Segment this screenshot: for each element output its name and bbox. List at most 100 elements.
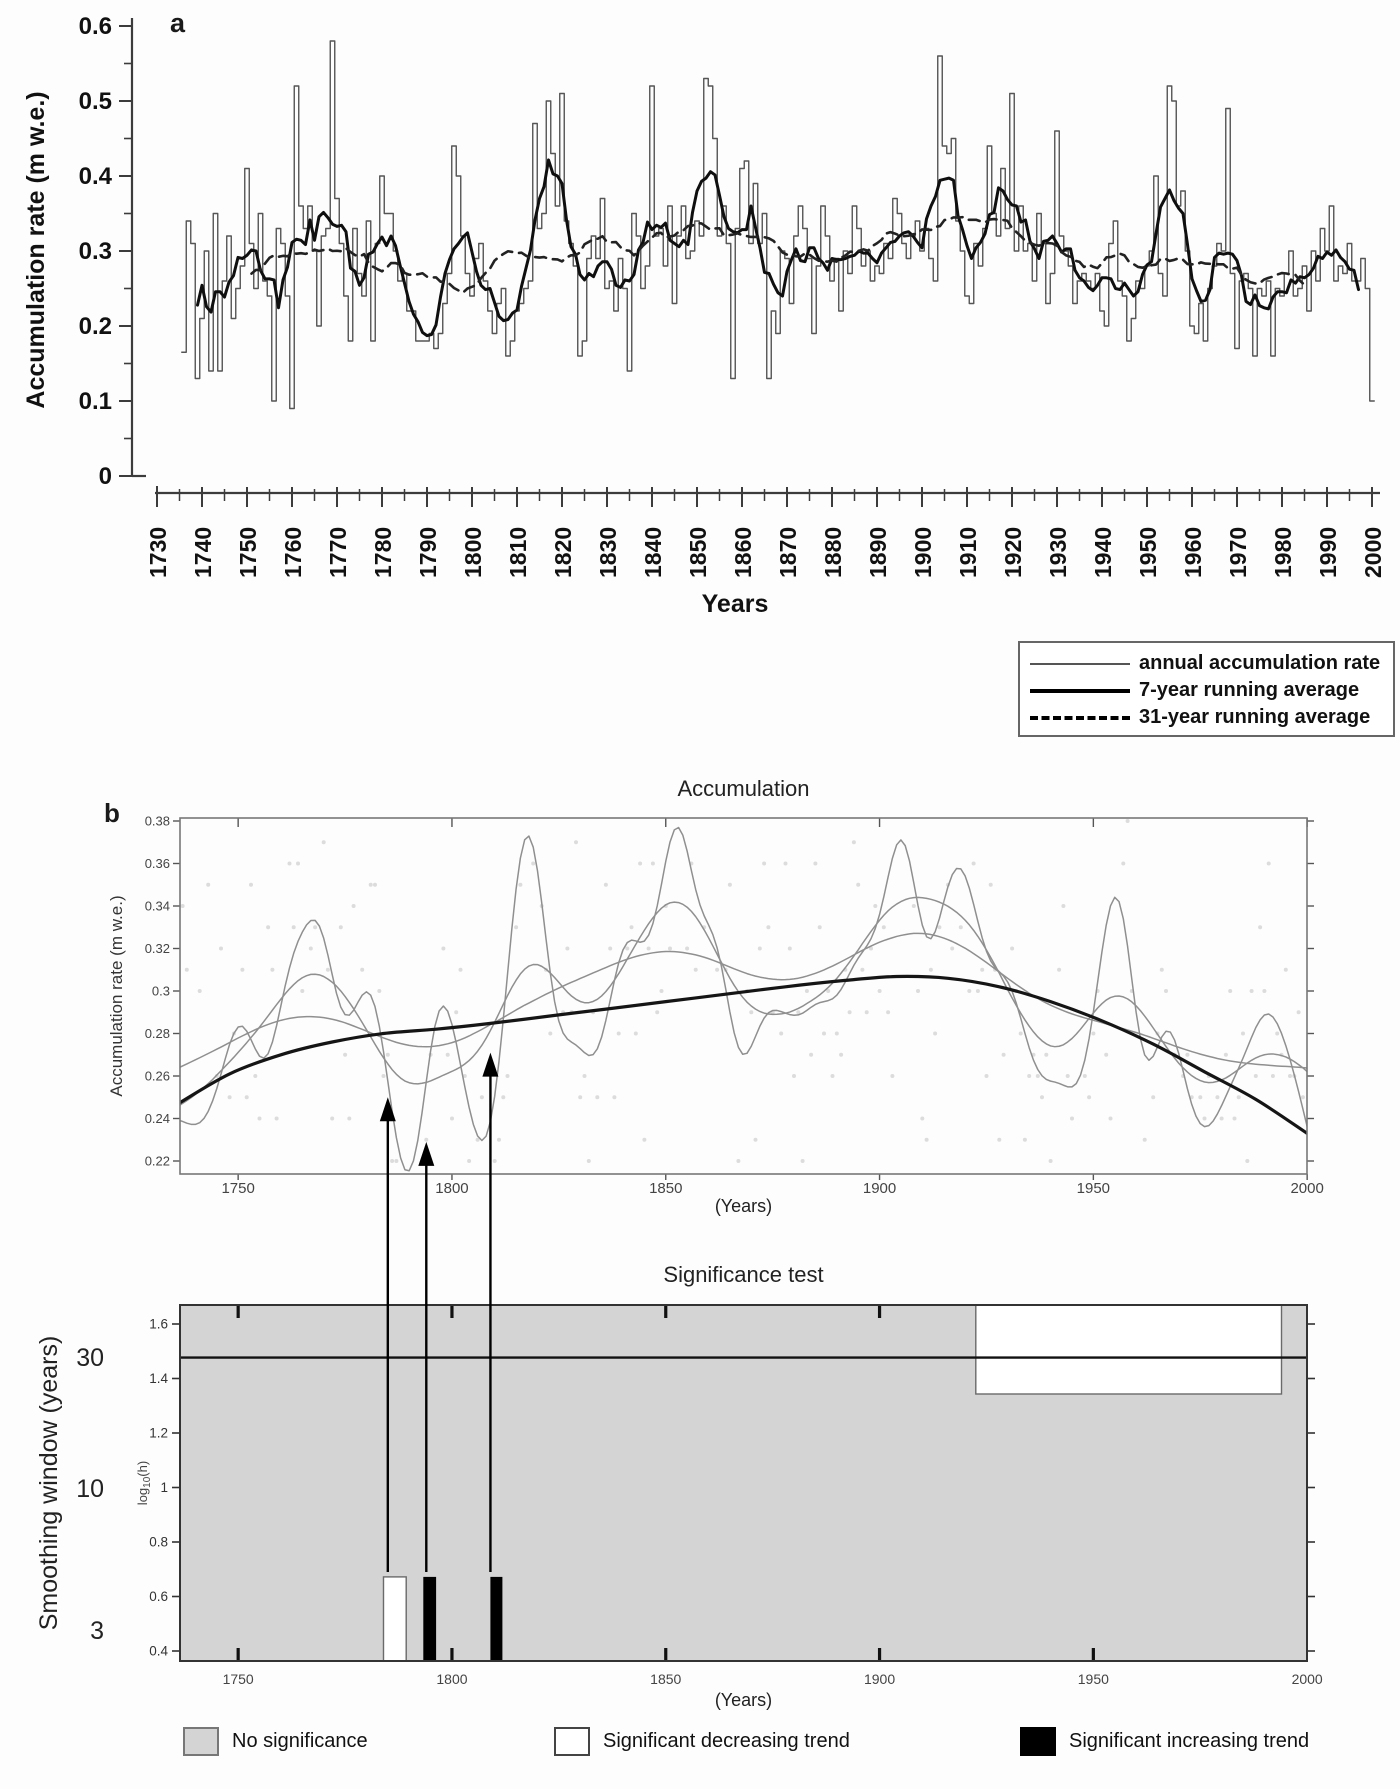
decreasing-trend-swatch [554,1727,590,1756]
arrow-head [379,1097,396,1122]
scatter-dot [911,904,916,908]
scatter-dot [847,1010,852,1015]
y-tick-label: 0.3 [79,238,112,265]
scatter-dot [313,925,318,930]
x-tick-label: 1790 [415,527,441,578]
scatter-dot [1236,1095,1241,1100]
legend-row-7yr: 7-year running average [1030,677,1393,704]
scatter-dot [454,1010,459,1015]
scatter-dot [565,946,570,951]
legend-row-annual: annual accumulation rate [1030,650,1393,677]
significant-increasing-region [490,1576,503,1662]
scatter-dot [1142,1137,1147,1142]
scatter-dot [296,861,300,866]
scatter-dot [1104,1052,1109,1057]
scatter-dot [975,989,980,993]
scatter-dot [881,925,886,930]
scatter-dot [1151,1095,1156,1100]
scatter-dot [997,1137,1002,1142]
scatter-dot [287,861,292,866]
scatter-dot [531,861,536,866]
scatter-dot [1010,946,1015,951]
scatter-dot [659,989,664,993]
scatter-dot [860,967,865,972]
scatter-dot [928,967,933,972]
scatter-dot [578,1095,583,1100]
x-tick-label: 1830 [595,527,621,578]
scatter-dot [227,1095,232,1100]
x-tick-label: 1890 [865,527,891,578]
scatter-dot [886,1010,891,1015]
significance-outer-ylabel: Smoothing window (years) [35,1336,63,1631]
scatter-dot [1232,1116,1237,1121]
scatter-dot [693,967,698,972]
scatter-dot [445,1052,450,1057]
scatter-dot [514,925,519,930]
scatter-dot [300,989,305,993]
scatter-dot [1057,967,1062,972]
x-tick-label: 1820 [550,527,576,578]
scatter-dot [479,1095,484,1100]
y-tick-label: 0.22 [145,1154,170,1169]
y-tick-label: 0.38 [145,814,170,829]
smoothed-curve-h8 [180,896,1307,1106]
legend-label: 31-year running average [1139,706,1371,728]
scatter-dot [1087,1095,1092,1100]
scatter-dot [1275,1031,1280,1036]
scatter-dot [1022,1137,1027,1142]
scatter-dot [629,925,634,930]
panel-b-letter: b [104,798,120,828]
x-tick-label: 1740 [190,527,216,578]
y-tick-label: 1.6 [149,1317,168,1332]
scatter-dot [325,967,330,972]
scatter-dot [1001,1052,1006,1057]
scatter-dot [505,1074,510,1078]
running-average-31yr-line [250,215,1306,294]
significant-decreasing-region [382,1576,407,1662]
x-tick-label: 1800 [460,527,486,578]
scatter-dot [1219,1116,1224,1121]
scatter-dot [518,882,523,887]
panel-a-ylabel: Accumulation rate (m w.e.) [22,91,50,408]
y-tick-label: 0.36 [145,856,170,871]
scatter-dot [753,1137,758,1142]
scatter-dot [822,1031,826,1036]
smoothed-curve-h3.5 [180,826,1307,1172]
scatter-dot [877,989,882,993]
scatter-dot [950,946,955,951]
y-tick-label: 0.24 [145,1111,170,1126]
scatter-dot [757,946,762,951]
panel-b-accumulation-title: Accumulation [677,776,810,801]
scatter-dot [1288,1074,1292,1078]
scatter-dot [1082,1074,1087,1078]
x-tick-label: 1850 [685,527,711,578]
y-tick-label: 0.28 [145,1026,170,1041]
scatter-dot [616,1031,621,1036]
panel-b-accumulation-ylabel: Accumulation rate (m w.e.) [107,895,126,1096]
scatter-dot [1185,1052,1190,1057]
y-tick-label: 0.6 [79,13,112,40]
scatter-dot [347,1116,352,1121]
x-tick-label: 1780 [370,527,396,578]
significance-log-ylabel: log10(h) [135,1461,153,1505]
scatter-dot [394,1159,399,1163]
panel-b-significance-plot-area: 1.6 1.4 1.2 1 0.8 0.6 0.4 1750 1800 1850 1900 1950 2… [149,1304,1323,1687]
decreasing-trend-label: Significant decreasing trend [603,1730,850,1752]
scatter-dot [612,1095,617,1100]
scatter-dot [1202,1116,1207,1121]
scatter-dot [804,989,809,993]
x-tick-label: 1800 [436,1671,467,1687]
scatter-dot [779,1031,784,1036]
scatter-dot [1262,989,1267,993]
scatter-dot [920,1116,925,1121]
x-tick-label: 1760 [280,527,306,578]
x-tick-label: 1850 [650,1671,681,1687]
scatter-dot [1040,1095,1044,1100]
no-significance-swatch [183,1727,219,1756]
scatter-dot [856,882,861,887]
scatter-dot [638,861,643,866]
x-tick-label: 1940 [1090,527,1116,578]
scatter-dot [548,1031,553,1036]
x-tick-label: 2000 [1360,527,1386,578]
scatter-dot [655,1010,660,1015]
